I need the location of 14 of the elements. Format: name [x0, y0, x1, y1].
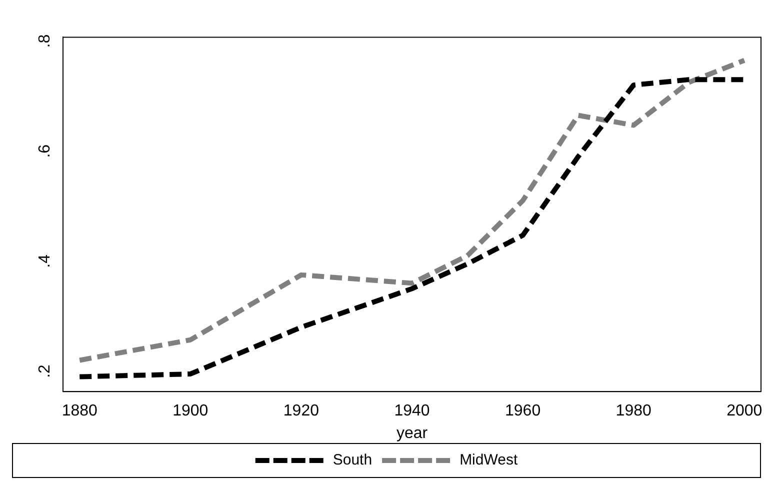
legend-label: MidWest — [460, 452, 518, 469]
x-tick-label: 2000 — [726, 402, 762, 420]
y-tick-label: .8 — [36, 34, 54, 48]
x-tick-label: 1940 — [394, 402, 430, 420]
legend-label: South — [332, 452, 372, 469]
x-axis-title: year — [396, 424, 428, 442]
y-tick-label: .2 — [36, 364, 54, 378]
y-tick-label: .4 — [36, 254, 54, 268]
x-tick-label: 1880 — [62, 402, 98, 420]
x-tick-label: 1960 — [504, 402, 541, 420]
x-tick-label: 1920 — [283, 402, 320, 420]
x-tick-label: 1900 — [172, 402, 208, 420]
y-tick-label: .6 — [36, 144, 54, 158]
x-tick-label: 1980 — [616, 402, 652, 420]
